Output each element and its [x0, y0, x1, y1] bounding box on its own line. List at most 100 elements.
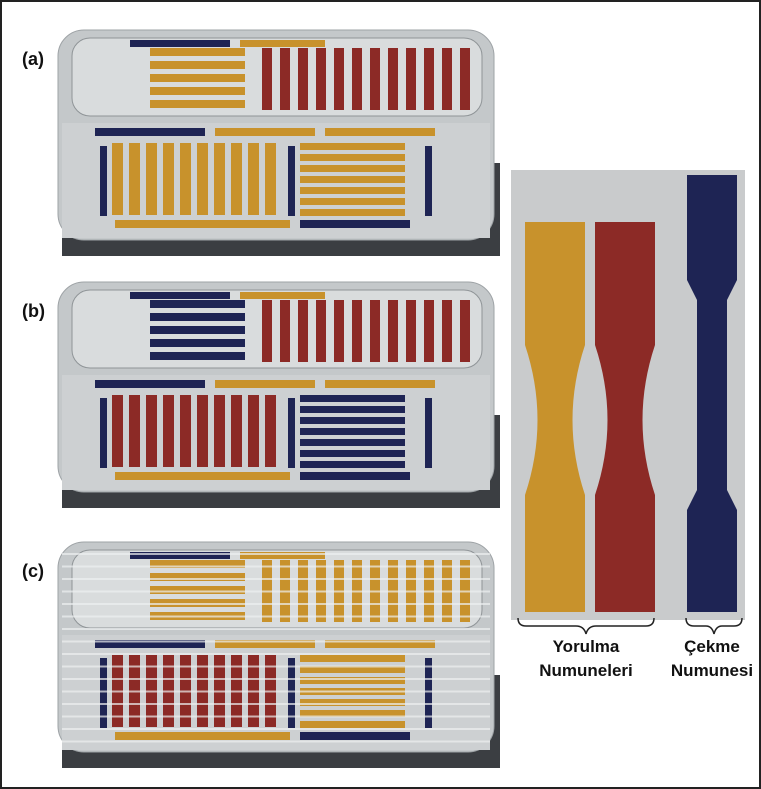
front-specimen [300, 721, 405, 728]
front-specimen [300, 209, 405, 216]
front-specimen [300, 395, 405, 402]
figure: (a) (b) (c) Yorulma Numuneleri Çekme Numun… [0, 0, 761, 789]
front-specimen [425, 398, 432, 468]
inner-specimen [150, 586, 245, 594]
front-specimen [95, 380, 205, 388]
panel-label: (c) [22, 561, 44, 581]
inner-specimen [280, 48, 290, 110]
inner-specimen [240, 40, 325, 47]
inner-specimen [150, 313, 245, 321]
group-label: Yorulma [553, 637, 620, 656]
inner-specimen [262, 48, 272, 110]
front-specimen [325, 380, 435, 388]
front-specimen [300, 198, 405, 205]
inner-specimen [316, 48, 326, 110]
front-specimen [300, 732, 410, 740]
front-specimen [265, 395, 276, 467]
inner-specimen [150, 48, 245, 56]
inner-specimen [406, 48, 416, 110]
front-specimen [300, 187, 405, 194]
front-specimen [300, 428, 405, 435]
front-specimen [115, 732, 290, 740]
front-specimen [300, 176, 405, 183]
front-specimen [115, 220, 290, 228]
front-specimen [215, 128, 315, 136]
box-inside [72, 38, 482, 116]
front-specimen [197, 395, 208, 467]
inner-specimen [460, 48, 470, 110]
front-specimen [300, 450, 405, 457]
front-specimen [100, 146, 107, 216]
inner-specimen [298, 48, 308, 110]
panels: (a) (b) (c) [22, 30, 500, 768]
front-specimen [300, 472, 410, 480]
inner-specimen [150, 100, 245, 108]
inner-specimen [130, 292, 230, 299]
front-specimen [180, 395, 191, 467]
front-specimen [214, 143, 225, 215]
inner-specimen [150, 87, 245, 95]
front-specimen [300, 165, 405, 172]
inner-specimen [130, 40, 230, 47]
front-specimen [146, 143, 157, 215]
front-specimen [231, 143, 242, 215]
front-specimen [300, 406, 405, 413]
inner-specimen [150, 326, 245, 334]
front-specimen [95, 128, 205, 136]
front-specimen [115, 472, 290, 480]
group-label: Numunesi [671, 661, 753, 680]
front-specimen [300, 220, 410, 228]
front-specimen [197, 143, 208, 215]
inner-specimen [370, 48, 380, 110]
front-specimen [300, 439, 405, 446]
front-specimen [300, 461, 405, 468]
front-specimen [214, 395, 225, 467]
front-specimen [129, 395, 140, 467]
front-specimen [300, 143, 405, 150]
front-specimen [163, 143, 174, 215]
front-specimen [300, 417, 405, 424]
front-specimen [146, 395, 157, 467]
front-specimen [288, 398, 295, 468]
inner-specimen [424, 48, 434, 110]
front-specimen [129, 143, 140, 215]
inner-specimen [406, 300, 416, 362]
front-specimen [300, 154, 405, 161]
inner-specimen [316, 300, 326, 362]
front-specimen [325, 128, 435, 136]
inner-specimen [150, 300, 245, 308]
front-specimen [248, 395, 259, 467]
inner-specimen [150, 61, 245, 69]
group-label: Çekme [684, 637, 740, 656]
front-specimen [288, 146, 295, 216]
inner-specimen [150, 339, 245, 347]
group-label: Numuneleri [539, 661, 633, 680]
front-specimen [112, 395, 123, 467]
inner-specimen [150, 74, 245, 82]
panel-label: (a) [22, 49, 44, 69]
inner-specimen [352, 300, 362, 362]
front-specimen [180, 143, 191, 215]
inner-specimen [334, 48, 344, 110]
front-specimen [425, 146, 432, 216]
inner-specimen [240, 292, 325, 299]
front-specimen [265, 143, 276, 215]
front-specimen [100, 398, 107, 468]
inner-specimen [424, 300, 434, 362]
inner-specimen [388, 300, 398, 362]
inner-specimen [352, 48, 362, 110]
front-specimen [300, 655, 405, 662]
inner-specimen [298, 300, 308, 362]
front-specimen [112, 143, 123, 215]
inner-specimen [370, 300, 380, 362]
inner-specimen [280, 300, 290, 362]
inner-specimen [388, 48, 398, 110]
front-specimen [163, 395, 174, 467]
front-specimen [231, 395, 242, 467]
inner-specimen [442, 300, 452, 362]
inner-specimen [334, 300, 344, 362]
panel-label: (b) [22, 301, 45, 321]
front-specimen [215, 380, 315, 388]
front-specimen [248, 143, 259, 215]
box-inside [72, 290, 482, 368]
